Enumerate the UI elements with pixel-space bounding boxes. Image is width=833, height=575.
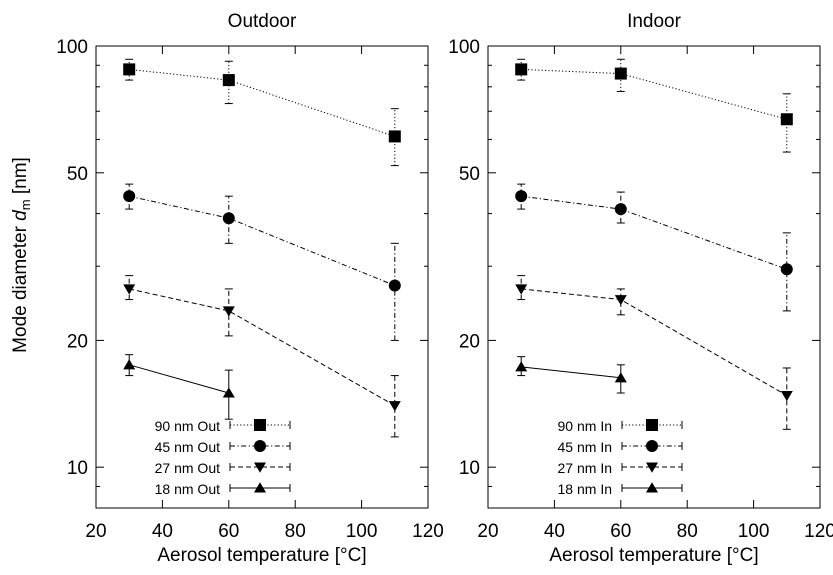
series-2: [123, 183, 401, 341]
y-axis-label-unit: [nm]: [10, 157, 31, 199]
legend-entry: 18 nm Out: [155, 481, 291, 497]
y-tick-label: 10: [67, 458, 88, 479]
x-tick-label: 120: [412, 521, 444, 542]
data-point: [222, 306, 235, 317]
data-point: [222, 74, 235, 87]
plot-frame: [95, 45, 429, 509]
x-tick-label: 120: [804, 521, 833, 542]
legend-entry: 18 nm In: [558, 481, 683, 497]
legend-label: 18 nm Out: [155, 481, 220, 497]
data-point: [123, 63, 136, 76]
data-point: [614, 67, 627, 80]
data-point: [780, 263, 793, 276]
data-point: [123, 284, 136, 295]
x-tick-label: 40: [544, 521, 565, 542]
x-tick-label: 100: [346, 521, 378, 542]
panel-title: Indoor: [627, 11, 682, 32]
legend-entry: 90 nm Out: [155, 418, 291, 434]
chart-panel-1: Outdoor 20 40 60 80 100 120 Aerosol temperature…: [56, 11, 444, 566]
legend-label: 18 nm In: [558, 481, 612, 497]
legend-entry: 27 nm In: [558, 460, 683, 476]
legend-marker: [646, 419, 658, 431]
legend-label: 45 nm In: [558, 439, 612, 455]
series-line: [521, 288, 788, 396]
data-point: [222, 387, 235, 398]
data-point: [222, 212, 235, 225]
x-tick-label: 60: [610, 521, 631, 542]
legend-entry: 90 nm In: [558, 418, 683, 434]
data-point: [388, 401, 401, 412]
data-point: [515, 63, 528, 76]
legend-entry: 45 nm Out: [155, 439, 291, 455]
data-point: [515, 190, 528, 203]
data-point: [123, 190, 136, 203]
x-tick-label: 40: [152, 521, 173, 542]
x-tick-label: 20: [477, 521, 498, 542]
y-tick-label: 10: [459, 458, 480, 479]
series-1: [515, 58, 793, 153]
y-axis-label: Mode diameter dm [nm]: [10, 157, 33, 353]
series-2: [515, 183, 793, 312]
legend-marker: [254, 482, 266, 493]
series-4: [515, 356, 627, 394]
plot-frame: [487, 45, 821, 509]
data-point: [614, 372, 627, 383]
series-line: [129, 195, 395, 286]
y-tick-label: 100: [448, 37, 480, 58]
series-4: [123, 354, 235, 420]
x-tick-label: 20: [85, 521, 106, 542]
y-axis-label-prefix: Mode diameter: [10, 221, 31, 353]
y-axis-label-sub: m: [18, 199, 33, 210]
series-line: [521, 195, 787, 270]
data-point: [614, 203, 627, 216]
legend-label: 90 nm Out: [155, 418, 220, 434]
x-tick-label: 60: [218, 521, 239, 542]
x-axis-label: Aerosol temperature [°C]: [549, 545, 758, 566]
legend-label: 90 nm In: [558, 418, 612, 434]
series-1: [123, 58, 401, 167]
data-point: [780, 113, 793, 126]
x-tick-label: 100: [738, 521, 770, 542]
data-point: [515, 284, 528, 295]
series-line: [129, 288, 396, 407]
y-axis-label-var: d: [10, 209, 31, 221]
legend-marker: [254, 440, 266, 452]
x-tick-label: 80: [285, 521, 306, 542]
series-line: [521, 366, 621, 379]
legend-marker: [254, 462, 266, 473]
legend-marker: [646, 462, 658, 473]
legend-label: 45 nm Out: [155, 439, 220, 455]
legend-label: 27 nm Out: [155, 460, 220, 476]
x-tick-label: 80: [677, 521, 698, 542]
data-point: [515, 361, 528, 372]
series-line: [129, 68, 395, 137]
series-3: [515, 275, 793, 430]
legend-entry: 27 nm Out: [155, 460, 291, 476]
x-axis-label: Aerosol temperature [°C]: [157, 545, 366, 566]
data-point: [780, 390, 793, 402]
legend-label: 27 nm In: [558, 460, 612, 476]
series-line: [129, 364, 229, 394]
data-point: [614, 295, 627, 306]
series-line: [521, 68, 787, 120]
y-tick-label: 20: [67, 331, 88, 352]
y-tick-label: 20: [459, 331, 480, 352]
legend-marker: [254, 419, 266, 431]
series-3: [123, 275, 401, 438]
legend-entry: 45 nm In: [558, 439, 683, 455]
y-tick-label: 50: [459, 164, 480, 185]
data-point: [388, 130, 401, 143]
data-point: [123, 359, 136, 370]
legend-marker: [646, 440, 658, 452]
y-tick-label: 100: [56, 37, 88, 58]
y-tick-label: 50: [67, 164, 88, 185]
legend-marker: [646, 482, 658, 493]
chart-panel-2: Indoor 20 40 60 80 100 120 Aerosol temperature …: [448, 11, 833, 566]
panel-title: Outdoor: [228, 11, 297, 32]
data-point: [388, 279, 401, 292]
